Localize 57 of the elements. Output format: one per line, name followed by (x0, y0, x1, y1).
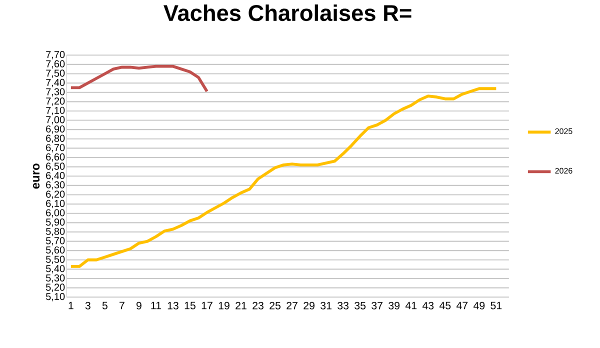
y-tick-label: 5,30 (46, 274, 65, 283)
x-tick-label: 21 (236, 302, 246, 310)
y-tick-label: 7,30 (46, 88, 65, 96)
x-tick-label: 41 (405, 302, 417, 310)
y-tick-label: 7,10 (46, 106, 65, 116)
legend-label: 2025 (555, 128, 572, 134)
x-tick-label: 33 (338, 302, 349, 310)
y-tick-label: 7,60 (46, 60, 65, 68)
x-tick-label: 25 (270, 302, 281, 310)
y-tick-label: 6,20 (46, 190, 65, 199)
legend-label: 2026 (555, 168, 572, 174)
y-tick-label: 6,00 (46, 209, 65, 218)
y-tick-label: 5,20 (46, 284, 65, 292)
y-tick-label: 6,40 (46, 172, 65, 180)
x-tick-label: 49 (473, 302, 485, 310)
x-tick-label: 27 (286, 302, 298, 310)
y-tick-label: 6,30 (46, 181, 65, 190)
y-tick-label: 6,90 (46, 125, 65, 134)
x-tick-label: 5 (102, 302, 108, 310)
y-tick-label: 6,60 (46, 153, 65, 162)
x-tick-label: 47 (456, 302, 468, 310)
y-tick-label: 7,70 (46, 50, 65, 60)
y-tick-label: 5,60 (46, 246, 65, 255)
x-tick-label: 9 (136, 302, 142, 310)
y-tick-label: 5,80 (46, 228, 65, 236)
y-tick-label: 6,70 (46, 144, 65, 152)
y-tick-label: 5,10 (46, 292, 65, 302)
x-tick-label: 39 (388, 302, 400, 310)
x-tick-label: 35 (354, 302, 366, 310)
x-tick-label: 29 (304, 302, 314, 310)
y-tick-label: 7,00 (46, 116, 65, 124)
x-tick-label: 11 (151, 302, 161, 310)
x-tick-label: 1 (68, 302, 74, 310)
x-tick-label: 31 (320, 302, 332, 310)
y-tick-label: 7,40 (46, 78, 65, 88)
y-tick-label: 6,50 (46, 162, 65, 171)
x-tick-label: 19 (218, 302, 230, 310)
x-tick-label: 17 (202, 302, 212, 310)
x-tick-label: 45 (439, 302, 451, 310)
x-tick-label: 37 (372, 302, 382, 310)
y-tick-label: 5,70 (46, 237, 65, 246)
chart-title: Vaches Charolaises R= (164, 4, 412, 22)
x-tick-label: 15 (184, 302, 196, 310)
y-tick-label: 5,40 (46, 265, 65, 274)
x-tick-label: 3 (85, 302, 90, 310)
y-axis-title: euro (32, 164, 40, 189)
x-tick-label: 43 (422, 302, 434, 310)
x-tick-label: 51 (490, 302, 502, 310)
y-tick-label: 5,50 (46, 256, 65, 264)
y-tick-label: 7,20 (46, 97, 65, 106)
x-tick-label: 13 (168, 302, 178, 310)
y-tick-label: 6,80 (46, 134, 65, 143)
y-tick-label: 6,10 (46, 200, 65, 208)
x-tick-label: 7 (120, 302, 124, 310)
y-tick-label: 5,90 (46, 218, 65, 227)
y-tick-label: 7,50 (46, 70, 65, 78)
x-tick-label: 23 (252, 302, 264, 310)
